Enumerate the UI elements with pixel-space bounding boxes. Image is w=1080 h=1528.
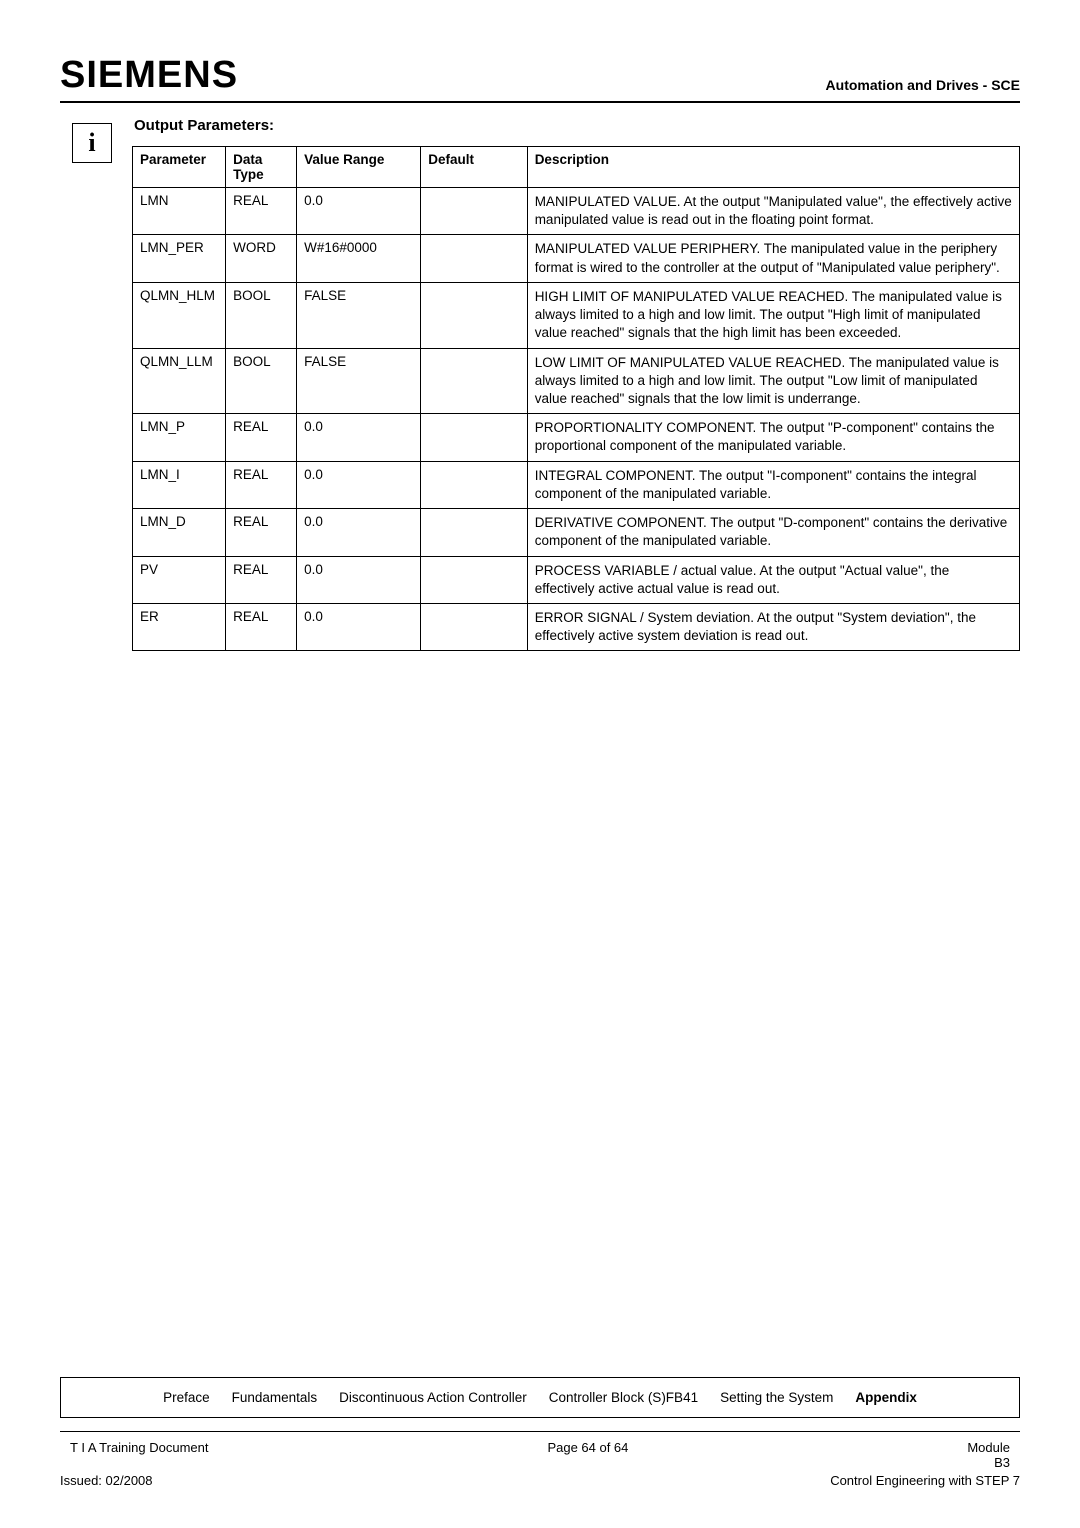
cell-description: MANIPULATED VALUE. At the output "Manipu… <box>527 188 1019 235</box>
cell-description: INTEGRAL COMPONENT. The output "I-compon… <box>527 461 1019 508</box>
footer-rule <box>60 1431 1020 1432</box>
cell-parameter: LMN <box>133 188 226 235</box>
footer-page-number: Page 64 of 64 <box>547 1440 628 1470</box>
footer-doc-title: T I A Training Document <box>70 1440 209 1470</box>
footer-issued: Issued: 02/2008 <box>60 1473 153 1488</box>
nav-item: Setting the System <box>720 1390 833 1405</box>
col-default: Default <box>421 147 527 188</box>
footer-module-code: B3 <box>994 1455 1010 1470</box>
cell-data-type: REAL <box>226 556 297 603</box>
table-row: LMN_DREAL0.0 DERIVATIVE COMPONENT. The ou… <box>133 509 1020 556</box>
cell-parameter: LMN_P <box>133 414 226 461</box>
cell-value-range: 0.0 <box>297 188 421 235</box>
nav-item: Controller Block (S)FB41 <box>549 1390 698 1405</box>
cell-value-range: 0.0 <box>297 461 421 508</box>
cell-parameter: LMN_I <box>133 461 226 508</box>
nav-item: Preface <box>163 1390 210 1405</box>
cell-data-type: BOOL <box>226 348 297 414</box>
footer-nav: Preface Fundamentals Discontinuous Action … <box>60 1377 1020 1418</box>
cell-parameter: QLMN_HLM <box>133 282 226 348</box>
info-icon: i <box>72 123 112 163</box>
cell-description: ERROR SIGNAL / System deviation. At the … <box>527 603 1019 650</box>
footer-course: Control Engineering with STEP 7 <box>830 1473 1020 1488</box>
cell-value-range: 0.0 <box>297 556 421 603</box>
footer-module-label: Module <box>967 1440 1010 1455</box>
cell-parameter: PV <box>133 556 226 603</box>
cell-default <box>421 603 527 650</box>
cell-data-type: REAL <box>226 603 297 650</box>
nav-item: Appendix <box>855 1390 917 1405</box>
cell-description: HIGH LIMIT OF MANIPULATED VALUE REACHED.… <box>527 282 1019 348</box>
table-header-row: Parameter Data Type Value Range Default … <box>133 147 1020 188</box>
cell-value-range: 0.0 <box>297 509 421 556</box>
cell-default <box>421 509 527 556</box>
cell-default <box>421 414 527 461</box>
info-icon-glyph: i <box>88 128 95 158</box>
cell-data-type: WORD <box>226 235 297 282</box>
cell-description: DERIVATIVE COMPONENT. The output "D-comp… <box>527 509 1019 556</box>
header-subtitle: Automation and Drives - SCE <box>826 77 1020 97</box>
siemens-logo: SIEMENS <box>60 54 238 97</box>
cell-value-range: 0.0 <box>297 603 421 650</box>
cell-parameter: QLMN_LLM <box>133 348 226 414</box>
table-row: LMN_PERWORDW#16#0000 MANIPULATED VALUE PE… <box>133 235 1020 282</box>
page-header: SIEMENS Automation and Drives - SCE <box>60 54 1020 103</box>
table-row: ERREAL0.0 ERROR SIGNAL / System deviation… <box>133 603 1020 650</box>
table-row: QLMN_LLMBOOLFALSE LOW LIMIT OF MANIPULATE… <box>133 348 1020 414</box>
cell-value-range: W#16#0000 <box>297 235 421 282</box>
cell-value-range: FALSE <box>297 282 421 348</box>
section-title: Output Parameters: <box>134 117 1020 134</box>
table-row: LMN_PREAL0.0 PROPORTIONALITY COMPONENT. T… <box>133 414 1020 461</box>
col-value-range: Value Range <box>297 147 421 188</box>
cell-description: PROPORTIONALITY COMPONENT. The output "P… <box>527 414 1019 461</box>
cell-description: LOW LIMIT OF MANIPULATED VALUE REACHED. … <box>527 348 1019 414</box>
cell-value-range: FALSE <box>297 348 421 414</box>
cell-default <box>421 235 527 282</box>
cell-description: PROCESS VARIABLE / actual value. At the … <box>527 556 1019 603</box>
cell-data-type: BOOL <box>226 282 297 348</box>
cell-data-type: REAL <box>226 188 297 235</box>
cell-default <box>421 556 527 603</box>
cell-description: MANIPULATED VALUE PERIPHERY. The manipul… <box>527 235 1019 282</box>
cell-default <box>421 282 527 348</box>
page-footer: T I A Training Document Page 64 of 64 Mo… <box>60 1431 1020 1488</box>
cell-default <box>421 188 527 235</box>
nav-item: Discontinuous Action Controller <box>339 1390 527 1405</box>
table-row: QLMN_HLMBOOLFALSE HIGH LIMIT OF MANIPULAT… <box>133 282 1020 348</box>
cell-parameter: LMN_D <box>133 509 226 556</box>
col-description: Description <box>527 147 1019 188</box>
cell-data-type: REAL <box>226 509 297 556</box>
cell-data-type: REAL <box>226 414 297 461</box>
table-row: LMN_IREAL0.0 INTEGRAL COMPONENT. The outp… <box>133 461 1020 508</box>
cell-parameter: ER <box>133 603 226 650</box>
col-data-type: Data Type <box>226 147 297 188</box>
col-parameter: Parameter <box>133 147 226 188</box>
nav-item: Fundamentals <box>232 1390 318 1405</box>
table-row: PVREAL0.0 PROCESS VARIABLE / actual value… <box>133 556 1020 603</box>
cell-data-type: REAL <box>226 461 297 508</box>
cell-default <box>421 348 527 414</box>
table-row: LMNREAL0.0 MANIPULATED VALUE. At the outp… <box>133 188 1020 235</box>
cell-parameter: LMN_PER <box>133 235 226 282</box>
cell-default <box>421 461 527 508</box>
output-parameters-table: Parameter Data Type Value Range Default … <box>132 146 1020 651</box>
cell-value-range: 0.0 <box>297 414 421 461</box>
